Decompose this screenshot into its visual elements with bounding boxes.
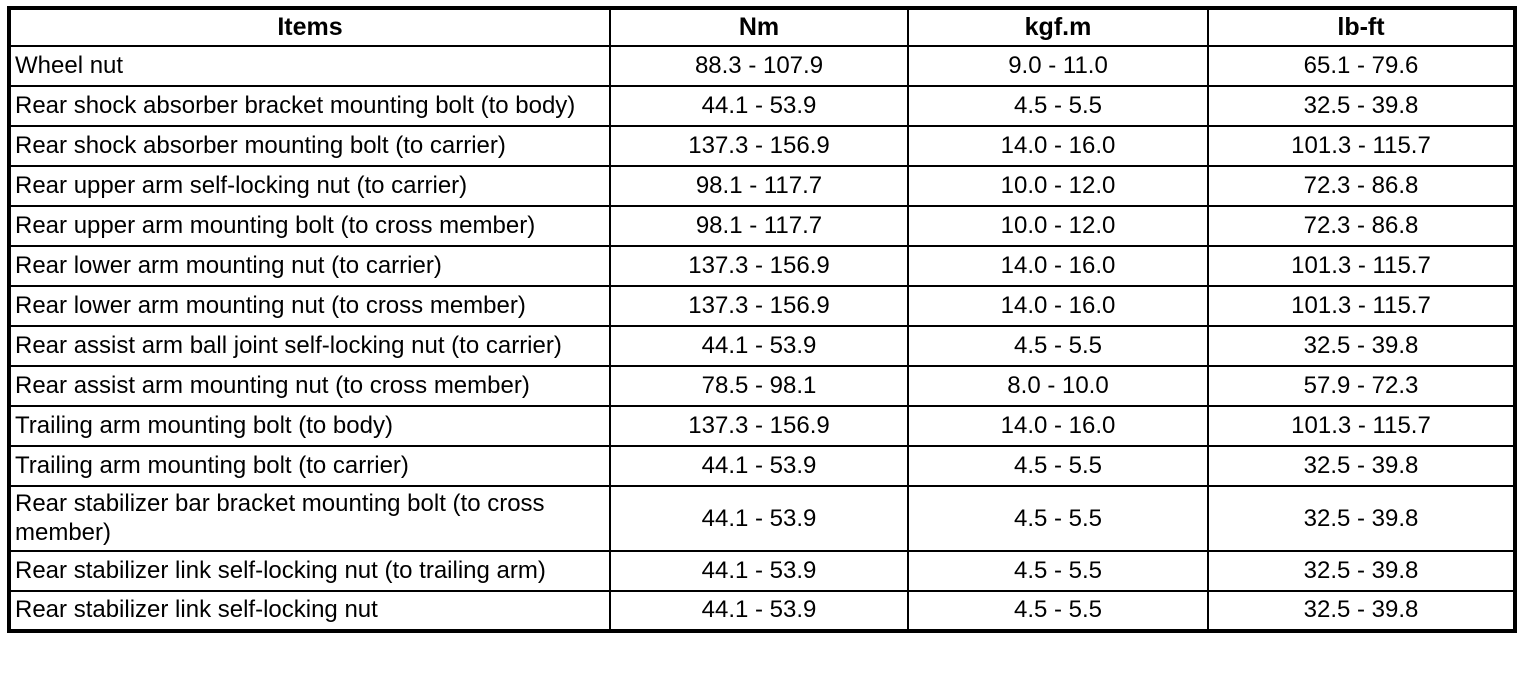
- value-cell-kgfm: 14.0 - 16.0: [907, 245, 1209, 287]
- value-cell-kgfm: 4.5 - 5.5: [907, 589, 1209, 632]
- table-row: Rear assist arm ball joint self-locking …: [8, 325, 1516, 367]
- table-row: Rear stabilizer link self-locking nut (t…: [8, 549, 1516, 592]
- value-cell-nm: 44.1 - 53.9: [609, 589, 909, 632]
- table-row: Rear shock absorber mounting bolt (to ca…: [8, 125, 1516, 167]
- value-cell-nm: 98.1 - 117.7: [609, 205, 909, 247]
- value-cell-lbft: 32.5 - 39.8: [1207, 325, 1516, 367]
- item-cell: Rear lower arm mounting nut (to carrier): [8, 245, 611, 287]
- value-cell-nm: 44.1 - 53.9: [609, 485, 909, 552]
- table-row: Rear lower arm mounting nut (to carrier)…: [8, 245, 1516, 287]
- item-cell: Rear assist arm ball joint self-locking …: [8, 325, 611, 367]
- value-cell-lbft: 32.5 - 39.8: [1207, 445, 1516, 487]
- item-cell: Wheel nut: [8, 45, 611, 87]
- value-cell-lbft: 32.5 - 39.8: [1207, 85, 1516, 127]
- value-cell-lbft: 101.3 - 115.7: [1207, 285, 1516, 327]
- value-cell-lbft: 65.1 - 79.6: [1207, 45, 1516, 87]
- value-cell-kgfm: 4.5 - 5.5: [907, 445, 1209, 487]
- table-row: Rear shock absorber bracket mounting bol…: [8, 85, 1516, 127]
- value-cell-kgfm: 4.5 - 5.5: [907, 485, 1209, 552]
- table-row: Wheel nut 88.3 - 107.9 9.0 - 11.0 65.1 - 79…: [8, 45, 1516, 87]
- table-row: Trailing arm mounting bolt (to carrier) 4…: [8, 445, 1516, 487]
- item-cell: Rear upper arm mounting bolt (to cross m…: [8, 205, 611, 247]
- value-cell-kgfm: 14.0 - 16.0: [907, 405, 1209, 447]
- value-cell-kgfm: 10.0 - 12.0: [907, 205, 1209, 247]
- table-row: Rear upper arm mounting bolt (to cross m…: [8, 205, 1516, 247]
- item-cell: Rear stabilizer bar bracket mounting bol…: [8, 485, 611, 552]
- table-row: Rear stabilizer bar bracket mounting bol…: [8, 485, 1516, 552]
- value-cell-kgfm: 4.5 - 5.5: [907, 549, 1209, 592]
- item-cell: Rear assist arm mounting nut (to cross m…: [8, 365, 611, 407]
- column-header-nm: Nm: [609, 7, 909, 47]
- item-cell: Rear stabilizer link self-locking nut: [8, 589, 611, 632]
- value-cell-lbft: 72.3 - 86.8: [1207, 205, 1516, 247]
- value-cell-nm: 44.1 - 53.9: [609, 325, 909, 367]
- value-cell-kgfm: 14.0 - 16.0: [907, 285, 1209, 327]
- value-cell-kgfm: 10.0 - 12.0: [907, 165, 1209, 207]
- item-cell: Rear upper arm self-locking nut (to carr…: [8, 165, 611, 207]
- value-cell-kgfm: 9.0 - 11.0: [907, 45, 1209, 87]
- value-cell-nm: 137.3 - 156.9: [609, 125, 909, 167]
- value-cell-kgfm: 4.5 - 5.5: [907, 325, 1209, 367]
- value-cell-lbft: 72.3 - 86.8: [1207, 165, 1516, 207]
- value-cell-nm: 137.3 - 156.9: [609, 405, 909, 447]
- value-cell-lbft: 57.9 - 72.3: [1207, 365, 1516, 407]
- item-cell: Rear shock absorber bracket mounting bol…: [8, 85, 611, 127]
- value-cell-kgfm: 8.0 - 10.0: [907, 365, 1209, 407]
- value-cell-nm: 44.1 - 53.9: [609, 549, 909, 592]
- value-cell-kgfm: 14.0 - 16.0: [907, 125, 1209, 167]
- value-cell-lbft: 101.3 - 115.7: [1207, 125, 1516, 167]
- value-cell-kgfm: 4.5 - 5.5: [907, 85, 1209, 127]
- item-cell: Rear shock absorber mounting bolt (to ca…: [8, 125, 611, 167]
- column-header-items: Items: [8, 7, 611, 47]
- column-header-lbft: lb-ft: [1207, 7, 1516, 47]
- table-body: Wheel nut 88.3 - 107.9 9.0 - 11.0 65.1 - 79…: [8, 45, 1516, 632]
- table-row: Rear upper arm self-locking nut (to carr…: [8, 165, 1516, 207]
- value-cell-lbft: 32.5 - 39.8: [1207, 485, 1516, 552]
- value-cell-lbft: 101.3 - 115.7: [1207, 245, 1516, 287]
- table-row: Rear lower arm mounting nut (to cross me…: [8, 285, 1516, 327]
- value-cell-nm: 78.5 - 98.1: [609, 365, 909, 407]
- header-row: Items Nm kgf.m lb-ft: [8, 7, 1516, 47]
- value-cell-lbft: 32.5 - 39.8: [1207, 589, 1516, 632]
- column-header-kgfm: kgf.m: [907, 7, 1209, 47]
- value-cell-nm: 137.3 - 156.9: [609, 285, 909, 327]
- table-row: Rear stabilizer link self-locking nut 44.…: [8, 589, 1516, 632]
- value-cell-nm: 98.1 - 117.7: [609, 165, 909, 207]
- item-cell: Trailing arm mounting bolt (to body): [8, 405, 611, 447]
- torque-spec-table: Items Nm kgf.m lb-ft Wheel nut 88.3 - 107…: [7, 6, 1517, 633]
- item-cell: Rear lower arm mounting nut (to cross me…: [8, 285, 611, 327]
- table-row: Rear assist arm mounting nut (to cross m…: [8, 365, 1516, 407]
- value-cell-nm: 137.3 - 156.9: [609, 245, 909, 287]
- value-cell-lbft: 32.5 - 39.8: [1207, 549, 1516, 592]
- value-cell-nm: 44.1 - 53.9: [609, 85, 909, 127]
- item-cell: Trailing arm mounting bolt (to carrier): [8, 445, 611, 487]
- value-cell-lbft: 101.3 - 115.7: [1207, 405, 1516, 447]
- value-cell-nm: 88.3 - 107.9: [609, 45, 909, 87]
- table-row: Trailing arm mounting bolt (to body) 137.…: [8, 405, 1516, 447]
- item-cell: Rear stabilizer link self-locking nut (t…: [8, 549, 611, 592]
- value-cell-nm: 44.1 - 53.9: [609, 445, 909, 487]
